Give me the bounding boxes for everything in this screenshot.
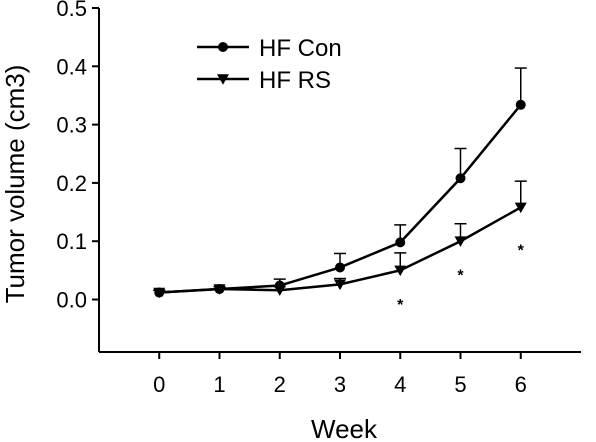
y-tick-label: 0.0 — [56, 288, 87, 313]
data-point — [273, 285, 286, 296]
significance-marker: * — [457, 268, 464, 285]
legend: HF Con HF RS — [197, 35, 342, 94]
y-tick-label: 0.4 — [56, 54, 87, 79]
series-hf-rs — [153, 180, 527, 299]
data-point — [394, 265, 407, 277]
x-tick-label: 1 — [213, 372, 225, 397]
y-tick-label: 0.1 — [56, 229, 87, 254]
data-point — [515, 99, 526, 110]
data-point — [153, 287, 166, 299]
legend-label: HF RS — [259, 67, 331, 94]
x-tick-label: 0 — [153, 372, 165, 397]
data-point — [334, 279, 346, 291]
data-point — [335, 262, 345, 273]
data-point — [213, 284, 226, 295]
y-axis-title: Tumor volume (cm3) — [0, 65, 30, 304]
data-point — [454, 236, 467, 247]
x-tick-label: 6 — [515, 372, 527, 397]
x-tick-label: 5 — [454, 372, 466, 397]
legend-item: HF Con — [197, 35, 342, 62]
x-tick-label: 4 — [394, 372, 406, 397]
series-hf-con — [153, 67, 527, 298]
legend-label: HF Con — [259, 35, 342, 62]
x-axis-title: Week — [311, 414, 378, 442]
x-tick-label: 2 — [274, 372, 286, 397]
significance-marker: * — [397, 297, 404, 314]
y-tick-label: 0.5 — [56, 0, 87, 21]
y-tick-label: 0.2 — [56, 171, 87, 196]
significance-marker: * — [518, 243, 525, 260]
x-tick-label: 3 — [334, 372, 346, 397]
legend-item: HF RS — [197, 67, 331, 94]
legend-marker — [217, 74, 229, 85]
data-point — [395, 237, 406, 248]
data-point — [455, 173, 466, 184]
data-point — [514, 202, 527, 214]
y-tick-label: 0.3 — [56, 113, 87, 138]
legend-marker — [218, 42, 228, 52]
axes: 0.0 0.1 0.2 0.3 0.4 0.5 0 1 2 3 4 5 6 — [56, 0, 581, 397]
series-layer: * * * — [153, 67, 527, 314]
